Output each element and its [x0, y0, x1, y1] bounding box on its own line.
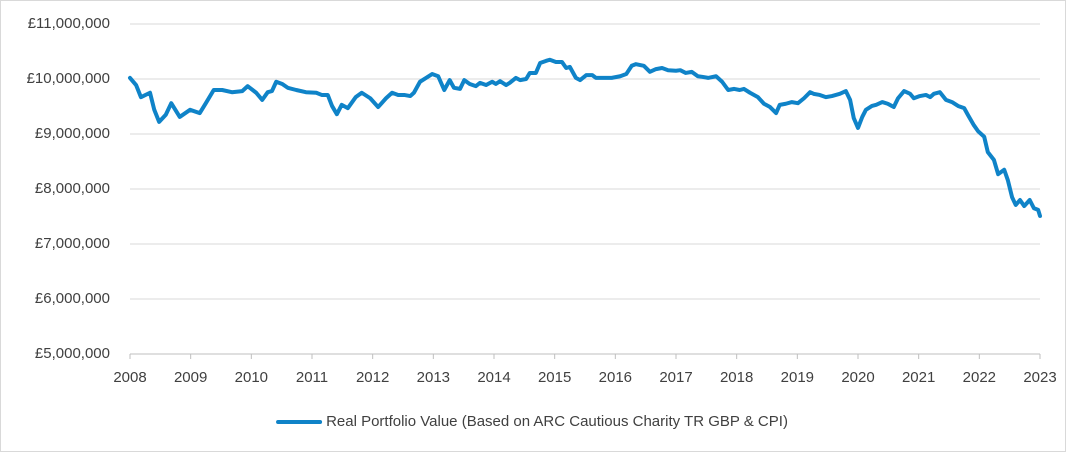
x-tick-label: 2013 — [417, 369, 450, 386]
x-tick-label: 2021 — [902, 369, 935, 386]
y-tick-label: £5,000,000 — [35, 345, 110, 362]
x-tick-label: 2012 — [356, 369, 389, 386]
x-tick-label: 2023 — [1023, 369, 1056, 386]
x-tick-label: 2017 — [659, 369, 692, 386]
legend-label: Real Portfolio Value (Based on ARC Cauti… — [326, 413, 788, 430]
x-tick-label: 2022 — [963, 369, 996, 386]
x-tick-label: 2016 — [599, 369, 632, 386]
y-tick-label: £9,000,000 — [35, 125, 110, 142]
y-tick-label: £8,000,000 — [35, 180, 110, 197]
x-tick-label: 2011 — [296, 369, 328, 386]
y-tick-label: £10,000,000 — [27, 70, 110, 87]
x-tick-label: 2015 — [538, 369, 571, 386]
series-line — [128, 57, 1042, 218]
y-tick-label: £11,000,000 — [28, 15, 110, 32]
x-tick-label: 2019 — [781, 369, 814, 386]
y-tick-label: £6,000,000 — [35, 290, 110, 307]
x-tick-label: 2010 — [235, 369, 268, 386]
x-tick-label: 2018 — [720, 369, 753, 386]
x-tick-label: 2014 — [477, 369, 510, 386]
x-tick-label: 2020 — [841, 369, 874, 386]
y-tick-label: £7,000,000 — [35, 235, 110, 252]
x-tick-label: 2008 — [113, 369, 146, 386]
x-tick-label: 2009 — [174, 369, 207, 386]
